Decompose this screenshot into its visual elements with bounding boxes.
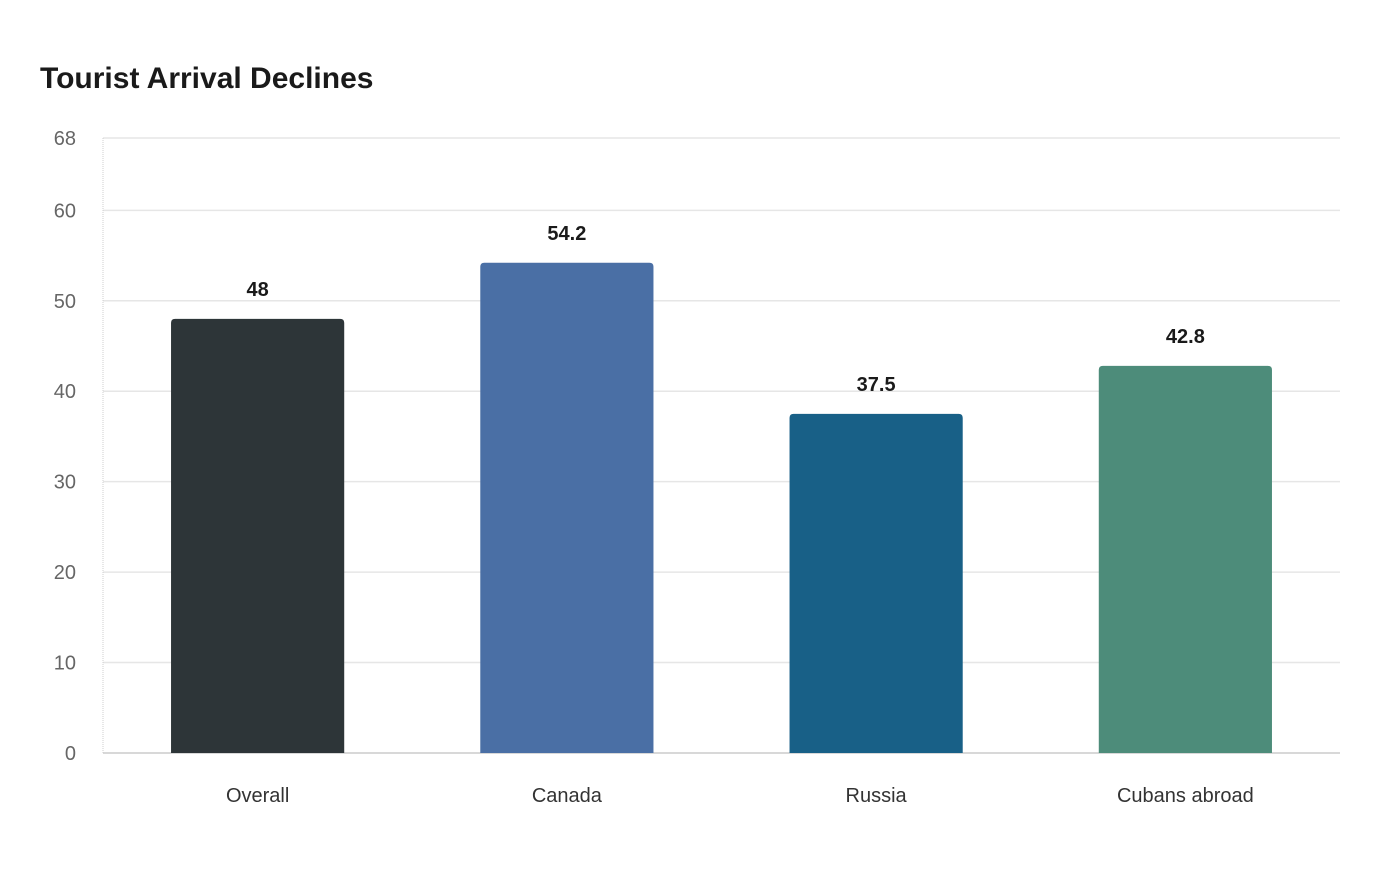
bar-cubans-abroad[interactable]	[1098, 365, 1272, 753]
data-label: 42.8	[1166, 326, 1205, 348]
y-tick-label: 50	[54, 291, 76, 313]
y-tick-label: 20	[54, 562, 76, 584]
x-tick-label: Cubans abroad	[1117, 785, 1254, 807]
chart-title: Tourist Arrival Declines	[40, 62, 374, 95]
y-tick-label: 30	[54, 472, 76, 494]
bar-overall[interactable]	[171, 318, 345, 753]
data-label: 48	[247, 279, 269, 301]
label-layer: 48 Overall 54.2 Canada 37.5 Russia 42.8 Cubans …	[226, 223, 1254, 807]
y-tick-label: 68	[54, 128, 76, 150]
bar-russia[interactable]	[789, 413, 963, 753]
y-tick-label: 40	[54, 381, 76, 403]
x-tick-label: Russia	[846, 785, 908, 807]
y-tick-label: 0	[65, 743, 76, 765]
bar-layer	[171, 262, 1272, 753]
data-label: 54.2	[547, 223, 586, 245]
bar-canada[interactable]	[480, 262, 654, 753]
y-tick-label: 60	[54, 200, 76, 222]
x-tick-label: Canada	[532, 785, 603, 807]
data-label: 37.5	[857, 374, 896, 396]
x-tick-label: Overall	[226, 785, 289, 807]
y-tick-label: 10	[54, 653, 76, 675]
